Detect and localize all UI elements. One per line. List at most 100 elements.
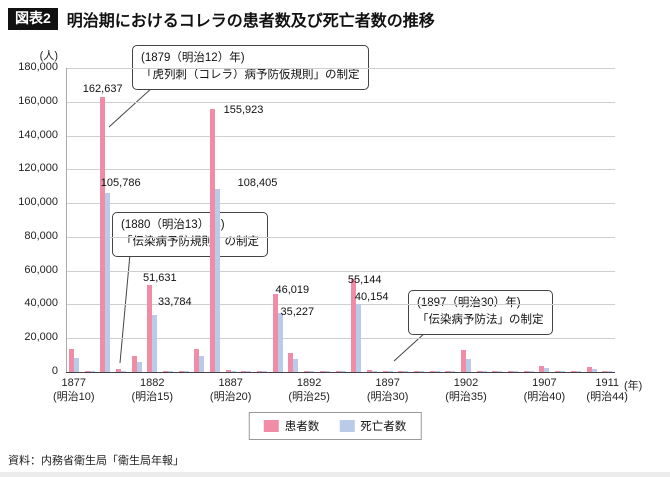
annotation-1897-line2: 「伝染病予防法」の制定	[417, 314, 544, 327]
bar-patients-1902	[461, 350, 466, 372]
bar-deaths-1892	[309, 371, 315, 372]
bar-patients-1878	[84, 370, 90, 372]
source-note: 資料：内務省衛生局「衛生局年報」	[8, 455, 184, 467]
figure-title: 明治期におけるコレラの患者数及び死亡者数の推移	[66, 13, 435, 30]
bar-patients-1900	[429, 371, 435, 372]
bar-patients-1906	[523, 371, 529, 372]
bar-deaths-1883	[168, 371, 173, 372]
value-label-1886-deaths: 108,405	[237, 176, 278, 189]
legend-swatch-patients	[263, 420, 279, 432]
bar-deaths-1904	[497, 371, 503, 372]
bar-patients-1908	[555, 370, 561, 372]
gridline-80,000	[66, 236, 615, 238]
bar-patients-1894	[335, 371, 341, 372]
bar-patients-1898	[398, 370, 404, 372]
bar-deaths-1878	[89, 371, 95, 372]
y-axis-label-0: 0	[51, 365, 58, 377]
bar-deaths-1903	[481, 371, 487, 372]
bar-deaths-1898	[403, 371, 409, 372]
figure-badge: 図表2	[8, 8, 58, 30]
annotation-1879-line2: 「虎列刺（コレラ）病予防仮規則」の制定	[141, 69, 360, 82]
x-axis-tick-1907: 1907 (明治40)	[523, 377, 566, 404]
value-label-1886-patients: 155,923	[223, 103, 264, 116]
value-label-1895-deaths: 40,154	[354, 291, 389, 304]
bar-patients-1899	[413, 370, 419, 372]
x-axis-tick-1882: 1882 (明治15)	[131, 377, 174, 404]
value-label-1890-patients: 46,019	[275, 284, 310, 297]
x-axis-tick-1902: 1902 (明治35)	[445, 377, 487, 404]
y-axis-label-140,000: 140,000	[18, 128, 58, 141]
bar-patients-1885	[194, 348, 200, 372]
gridline-160,000	[66, 101, 615, 103]
annotation-1879-line1: (1879（明治12）年)	[141, 52, 245, 64]
bar-patients-1877	[68, 348, 74, 372]
bar-patients-1907	[539, 365, 545, 372]
x-axis-tick-1877: 1877 (明治10)	[53, 377, 95, 404]
gridline-60,000	[66, 270, 615, 272]
bar-deaths-1879	[105, 193, 111, 372]
bar-patients-1909	[570, 371, 576, 372]
bar-deaths-1900	[434, 371, 440, 372]
bottom-edge	[0, 472, 670, 477]
bar-patients-1883	[163, 370, 168, 372]
gridline-40,000	[66, 304, 615, 306]
gridline-140,000	[66, 135, 615, 137]
bar-patients-1882	[147, 284, 153, 372]
gridline-180,000	[66, 68, 615, 69]
bar-deaths-1896	[371, 370, 377, 372]
bar-deaths-1891	[293, 358, 299, 372]
bar-deaths-1881	[136, 361, 142, 372]
bar-deaths-1884	[183, 371, 189, 372]
y-axis-unit: (人)	[39, 50, 58, 62]
y-axis-label-40,000: 40,000	[24, 297, 58, 310]
legend-swatch-deaths	[339, 420, 355, 432]
y-axis-line	[66, 68, 67, 372]
value-label-1882-patients: 51,631	[142, 271, 177, 284]
bar-patients-1887	[225, 369, 231, 372]
bar-patients-1886	[210, 108, 215, 372]
bar-deaths-1902	[466, 358, 471, 372]
bar-deaths-1909	[575, 371, 581, 372]
bar-patients-1910	[586, 367, 592, 372]
bar-deaths-1906	[528, 371, 534, 372]
bar-patients-1904	[492, 371, 498, 372]
annotation-1897-box: (1897（明治30）年) 「伝染病予防法」の制定	[408, 290, 553, 335]
legend-label-deaths: 死亡者数	[360, 421, 407, 433]
leader-line-1897	[393, 331, 427, 362]
x-axis-unit: (年)	[624, 380, 643, 392]
gridline-120,000	[66, 169, 615, 171]
bar-deaths-1901	[450, 371, 456, 372]
value-label-1879-patients: 162,637	[82, 83, 123, 96]
x-axis-tick-1892: 1892 (明治25)	[288, 377, 330, 404]
bar-deaths-1887	[230, 370, 236, 372]
bar-deaths-1889	[262, 371, 268, 372]
value-label-1895-patients: 55,144	[347, 273, 382, 286]
annotation-1897-line1: (1897（明治30）年)	[417, 297, 521, 309]
bar-patients-1888	[241, 370, 247, 372]
bar-patients-1889	[257, 370, 263, 372]
y-axis-label-80,000: 80,000	[24, 229, 58, 242]
annotation-1880-line2: 「伝染病予防規則」の制定	[121, 236, 259, 249]
bar-patients-1901	[445, 371, 451, 372]
bar-deaths-1894	[340, 371, 346, 372]
annotation-1879-box: (1879（明治12）年) 「虎列刺（コレラ）病予防仮規則」の制定	[132, 45, 369, 90]
y-axis-label-60,000: 60,000	[24, 263, 58, 276]
annotation-1880-box: (1880（明治13）年) 「伝染病予防規則」の制定	[112, 212, 268, 257]
bar-patients-1903	[476, 371, 482, 372]
bar-deaths-1885	[199, 356, 205, 372]
value-label-1879-deaths: 105,786	[100, 177, 141, 190]
bar-patients-1884	[178, 370, 184, 372]
y-axis-label-180,000: 180,000	[18, 61, 58, 73]
bar-deaths-1895	[356, 304, 362, 372]
bar-deaths-1886	[215, 188, 220, 372]
bar-patients-1896	[366, 369, 372, 372]
bar-deaths-1888	[246, 371, 252, 372]
legend-item-patients: 患者数	[263, 418, 319, 434]
bar-deaths-1899	[418, 371, 424, 372]
legend-item-deaths: 死亡者数	[339, 418, 406, 434]
figure-header: 図表2 明治期におけるコレラの患者数及び死亡者数の推移	[8, 7, 435, 31]
x-axis-tick-1911: 1911 (明治44)	[586, 377, 628, 404]
bar-deaths-1880	[120, 371, 126, 372]
bar-patients-1895	[351, 278, 357, 372]
